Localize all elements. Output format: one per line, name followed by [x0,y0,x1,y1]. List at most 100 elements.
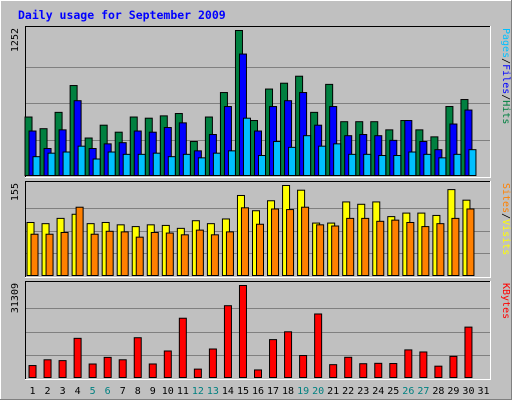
bar-kbytes-day-5 [88,363,97,378]
bar-kbytes-day-19 [299,355,308,379]
bar-kbytes-day-25 [389,363,398,379]
legend-requests: Pages/Files/Hits [500,28,511,124]
panel-max-label: 155 [10,183,21,201]
x-tick-label-day-17: 17 [267,386,279,397]
bar-pages-day-30 [468,149,477,176]
x-axis-labels: 1 2 3 4 5 6 7 8 9 10 11 12 13 14 15 16 17 18 19 20 21 22 23 24 2… [30,386,490,397]
legend-separator: / [500,213,511,219]
legend-entry-sites: Sites [500,183,511,213]
bar-pages-day-14 [227,150,236,176]
bar-kbytes-day-18 [284,331,293,379]
bar-sites-day-3 [60,231,69,276]
x-tick-label-day-15: 15 [237,386,249,397]
bar-kbytes-day-10 [163,350,172,378]
bar-kbytes-day-3 [58,360,67,379]
x-tick-label-day-10: 10 [162,386,174,397]
panel-visitors: 155 Sites/Visits [10,181,511,278]
bar-kbytes-day-28 [434,365,443,379]
bar-sites-day-17 [271,208,280,276]
bar-kbytes-day-7 [118,359,127,378]
x-tick-label-day-22: 22 [342,386,354,397]
bar-sites-day-9 [150,231,159,276]
x-tick-label-day-2: 2 [45,386,51,397]
bar-sites-day-30 [466,208,475,276]
bar-sites-day-15 [240,207,249,276]
panel-requests: 1252 Pages/Files/Hits [10,26,511,178]
bar-pages-day-24 [378,155,387,176]
x-tick-label-day-8: 8 [135,386,141,397]
bar-kbytes-day-1 [28,365,37,379]
bar-pages-day-16 [258,155,266,176]
bar-pages-day-29 [453,153,462,176]
bar-pages-day-23 [363,153,372,176]
bar-kbytes-day-16 [254,369,262,379]
bar-sites-day-2 [45,233,54,277]
bar-pages-day-19 [303,135,312,176]
x-tick-label-day-6: 6 [105,386,111,397]
bar-sites-day-19 [301,206,310,276]
bar-pages-day-17 [273,141,282,176]
bar-pages-day-9 [152,152,161,177]
bar-sites-day-22 [346,217,355,277]
bar-pages-day-11 [182,153,191,176]
bar-sites-day-6 [105,230,114,276]
x-tick-label-day-5: 5 [90,386,96,397]
x-tick-label-day-25: 25 [387,386,399,397]
bar-pages-day-25 [393,155,402,176]
x-tick-label-day-12: 12 [192,386,204,397]
bar-sites-day-21 [331,225,340,276]
bar-sites-day-18 [286,209,295,276]
bar-kbytes-day-27 [419,351,428,378]
bar-sites-day-10 [165,232,174,276]
panel-background [25,281,491,380]
legend-kbytes: KBytes [500,283,511,319]
bar-kbytes-day-22 [344,356,353,379]
bar-sites-day-20 [316,224,325,276]
bar-pages-day-18 [288,146,297,177]
bar-pages-day-20 [318,145,327,176]
bar-kbytes-day-14 [223,305,232,379]
bar-sites-day-28 [436,223,445,276]
bar-pages-day-8 [137,153,146,176]
bar-kbytes-day-6 [103,356,112,379]
bar-pages-day-3 [62,151,71,177]
panel-kbytes: 31309 KBytes [10,281,511,380]
panel-max-label: 31309 [10,283,21,313]
bar-pages-day-5 [92,158,101,176]
bar-sites-day-14 [225,231,234,276]
bar-pages-day-15 [242,117,251,176]
bar-kbytes-day-15 [238,285,247,378]
bar-pages-day-27 [423,153,432,176]
bar-pages-day-26 [408,151,417,177]
bar-sites-day-7 [120,231,129,276]
bar-kbytes-day-12 [193,368,202,378]
bar-sites-day-29 [451,217,460,277]
bar-sites-day-24 [376,220,385,276]
legend-entry-pages: Pages [500,28,511,58]
bar-kbytes-day-26 [404,349,413,378]
x-tick-label-day-24: 24 [372,386,384,397]
x-tick-label-day-31: 31 [477,386,489,397]
bar-pages-day-13 [212,152,221,177]
x-tick-label-day-30: 30 [462,386,474,397]
bar-sites-day-16 [256,223,264,276]
bar-pages-day-22 [348,153,357,176]
bar-sites-day-12 [195,229,204,276]
legend-entry-visits: Visits [500,219,511,255]
bar-pages-day-28 [438,157,447,177]
bar-kbytes-day-23 [359,363,368,379]
bar-sites-day-8 [135,236,144,277]
bar-sites-day-11 [180,234,189,277]
bar-kbytes-day-21 [329,364,338,378]
bar-sites-day-4 [75,206,84,276]
x-tick-label-day-9: 9 [150,386,156,397]
legend-entry-hits: Hits [500,100,511,124]
x-tick-label-day-29: 29 [447,386,459,397]
x-tick-label-day-16: 16 [252,386,264,397]
bar-pages-day-6 [107,151,116,177]
legend-separator: / [500,94,511,100]
bar-sites-day-1 [30,233,39,277]
x-tick-label-day-1: 1 [30,386,36,397]
bar-sites-day-27 [421,226,430,276]
bar-kbytes-day-8 [133,337,142,379]
